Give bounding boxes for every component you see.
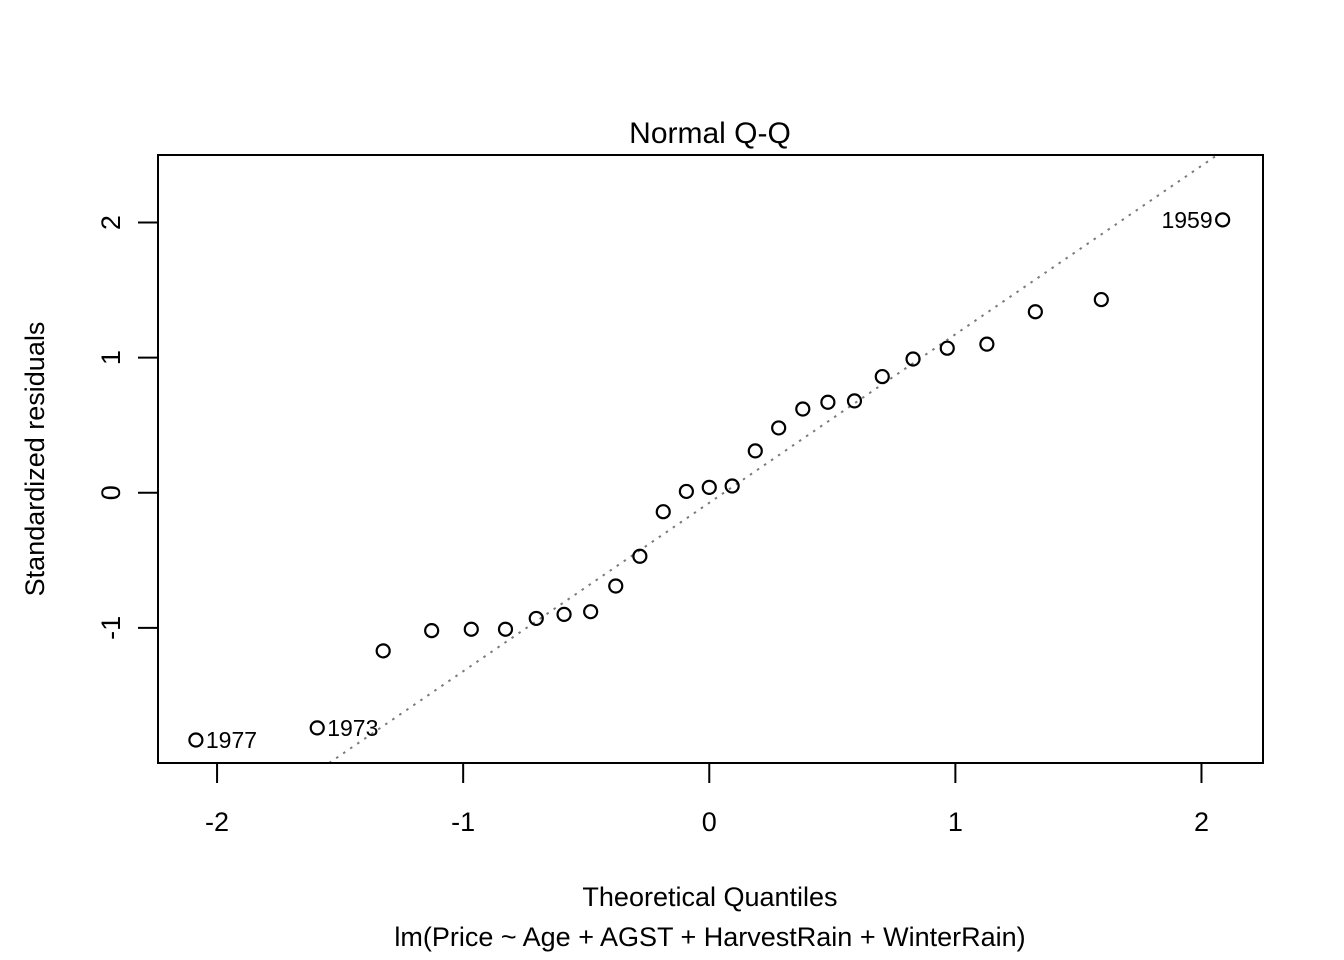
x-tick-label: 2 xyxy=(1194,807,1209,837)
x-tick-label: -2 xyxy=(205,807,229,837)
qq-point xyxy=(424,622,440,639)
qq-point xyxy=(678,483,694,500)
qq-point xyxy=(846,393,863,409)
qq-point xyxy=(1027,304,1043,320)
qq-point xyxy=(939,340,955,356)
qq-point xyxy=(979,336,995,352)
x-tick-label: 0 xyxy=(702,807,717,837)
qq-point xyxy=(528,610,544,627)
qq-point xyxy=(188,732,204,748)
y-tick-label: 2 xyxy=(96,215,126,230)
qq-point xyxy=(556,606,572,622)
point-label-1973: 1973 xyxy=(327,715,378,741)
qq-point xyxy=(497,621,514,637)
qq-point xyxy=(1093,291,1109,308)
qq-point xyxy=(771,420,787,436)
x-tick-label: -1 xyxy=(451,807,475,837)
y-tick-label: 0 xyxy=(96,485,126,500)
plot-frame xyxy=(157,154,1264,764)
qq-point xyxy=(1215,212,1231,228)
plot-title: Normal Q-Q xyxy=(629,117,791,150)
qq-point xyxy=(632,548,648,564)
point-label-1959: 1959 xyxy=(1161,207,1212,233)
plot-area: -2 -1 0 1 2 -1 0 1 2 1977 1973 1959 xyxy=(96,154,1264,837)
y-axis-label: Standardized residuals xyxy=(20,322,50,597)
qq-point xyxy=(747,443,763,459)
qq-point xyxy=(874,368,890,385)
y-tick-label: 1 xyxy=(96,350,126,365)
qq-point xyxy=(375,643,391,659)
qq-point xyxy=(795,401,811,417)
qq-point xyxy=(701,479,717,495)
qq-point xyxy=(905,351,921,367)
point-label-1977: 1977 xyxy=(206,727,257,753)
model-formula-label: lm(Price ~ Age + AGST + HarvestRain + Wi… xyxy=(394,922,1025,952)
qq-point xyxy=(655,504,671,520)
qq-point xyxy=(309,720,325,736)
qq-point xyxy=(724,478,740,494)
x-tick-label: 1 xyxy=(948,807,963,837)
qq-point xyxy=(583,604,599,620)
qq-point xyxy=(463,621,479,637)
reference-line xyxy=(328,154,1218,764)
qq-point xyxy=(820,394,836,410)
qq-point xyxy=(608,578,624,594)
x-axis-label: Theoretical Quantiles xyxy=(582,882,837,912)
y-tick-label: -1 xyxy=(96,616,126,640)
